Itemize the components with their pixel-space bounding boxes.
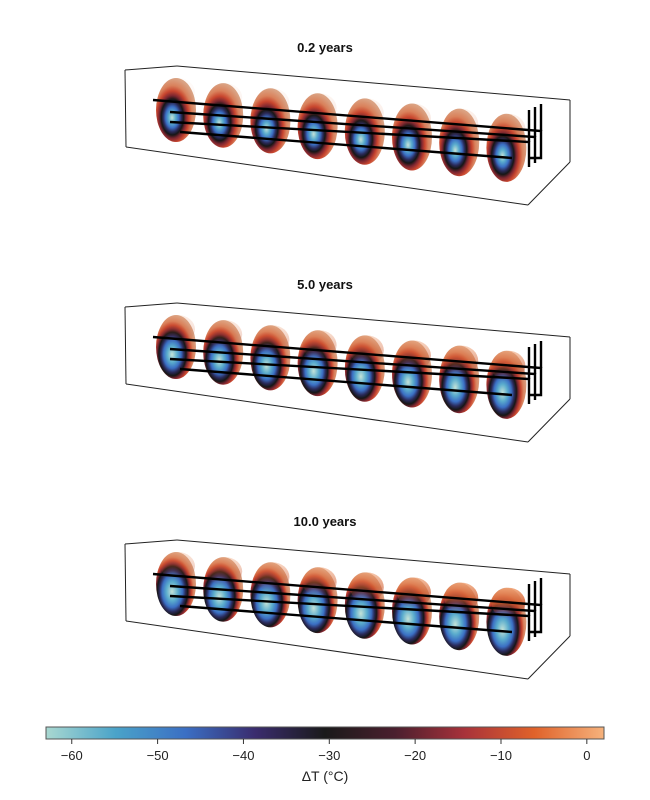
box-edge xyxy=(527,161,571,206)
temperature-slice xyxy=(156,78,196,142)
box-edge xyxy=(124,302,178,308)
pipe-lower xyxy=(179,604,513,634)
panel-2: 5.0 years xyxy=(124,277,571,443)
panel-1-title: 0.2 years xyxy=(297,40,353,55)
pipe-lower xyxy=(179,367,513,397)
box-edge xyxy=(124,69,127,148)
temperature-slice xyxy=(486,113,527,182)
box-edge xyxy=(124,65,178,71)
box-edge xyxy=(124,539,178,545)
temperature-slice xyxy=(297,567,338,634)
box-edge xyxy=(527,398,571,443)
colorbar: −60 −50 −40 −30 −20 −10 0 ΔT (°C) xyxy=(45,726,605,784)
temperature-slice xyxy=(439,345,480,414)
temperature-slice xyxy=(439,108,480,177)
box-edge xyxy=(176,65,571,101)
temperature-slice xyxy=(297,330,338,397)
colorbar-tick-label: −60 xyxy=(61,748,83,763)
colorbar-gradient xyxy=(45,726,605,740)
box-edge xyxy=(176,302,571,338)
temperature-slice xyxy=(439,582,480,651)
panel-1: 0.2 years xyxy=(124,40,571,206)
pipe-lower xyxy=(179,130,513,160)
box-edge xyxy=(124,306,127,385)
colorbar-tick-label: −30 xyxy=(318,748,340,763)
colorbar-tick-label: 0 xyxy=(583,748,590,763)
colorbar-tick-label: −50 xyxy=(147,748,169,763)
box-edge xyxy=(125,383,529,443)
box-edge xyxy=(176,539,571,575)
box-edge xyxy=(125,620,529,680)
colorbar-tick-label: −40 xyxy=(232,748,254,763)
temperature-slice xyxy=(486,587,527,656)
temperature-slice xyxy=(156,552,196,616)
temperature-slice xyxy=(156,315,196,379)
colorbar-tick-label: −20 xyxy=(404,748,426,763)
colorbar-tick-label: −10 xyxy=(490,748,512,763)
temperature-slice xyxy=(297,93,338,160)
colorbar-label: ΔT (°C) xyxy=(302,768,349,784)
temperature-slice xyxy=(486,350,527,419)
box-edge xyxy=(124,543,127,622)
box-edge xyxy=(527,635,571,680)
panel-2-title: 5.0 years xyxy=(297,277,353,292)
panel-3: 10.0 years xyxy=(124,514,571,680)
box-edge xyxy=(125,146,529,206)
panel-3-title: 10.0 years xyxy=(294,514,357,529)
